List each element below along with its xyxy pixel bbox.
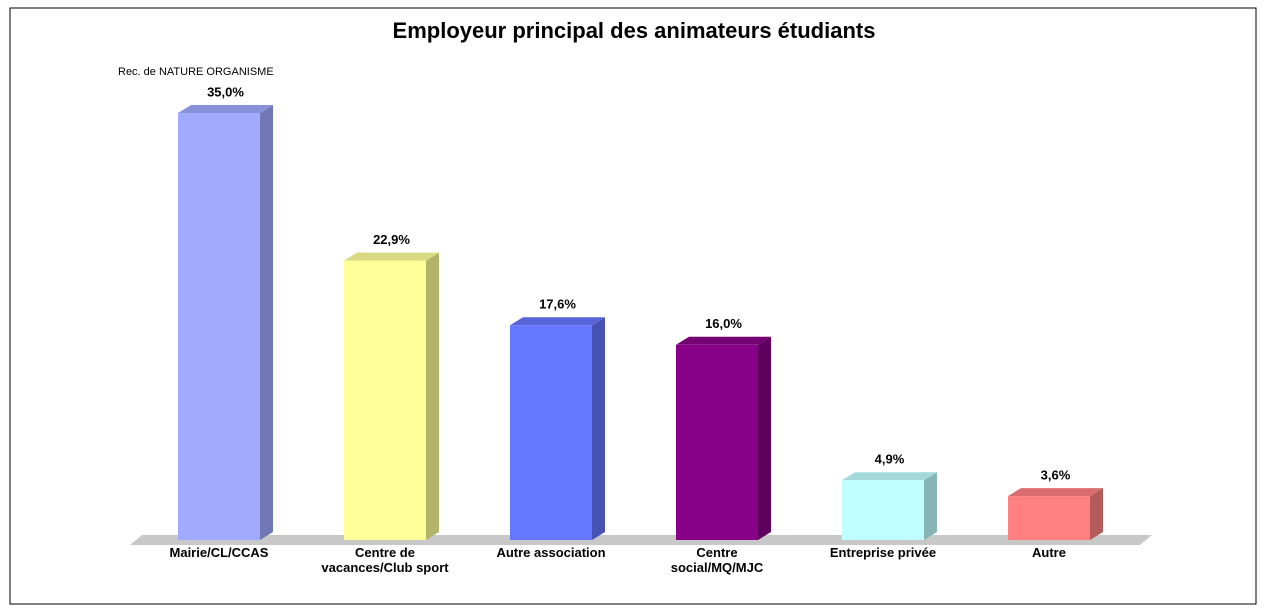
- value-label: 35,0%: [207, 84, 244, 99]
- value-label: 16,0%: [705, 316, 742, 331]
- x-tick-label: Autre: [1032, 545, 1066, 560]
- bar-side: [924, 472, 937, 540]
- chart-title: Employeur principal des animateurs étudi…: [393, 18, 876, 43]
- bar: [344, 252, 439, 540]
- bar-top: [676, 336, 771, 345]
- subtitle: Rec. de NATURE ORGANISME: [118, 66, 274, 78]
- x-tick-label: Mairie/CL/CCAS: [169, 545, 269, 560]
- value-label: 4,9%: [875, 452, 905, 467]
- bar-front: [178, 113, 260, 540]
- bar-side: [592, 317, 605, 540]
- x-tick-label: Entreprise privée: [829, 545, 937, 560]
- bar-side: [758, 336, 771, 540]
- bar-front: [344, 260, 426, 540]
- bar-side: [260, 105, 273, 540]
- bar-top: [178, 105, 273, 113]
- bar: [510, 317, 605, 540]
- bar-front: [676, 344, 758, 540]
- bar: [676, 336, 771, 540]
- floor: [130, 535, 1152, 545]
- bar-top: [1008, 488, 1103, 497]
- value-label: 22,9%: [373, 232, 410, 247]
- bar-top: [344, 252, 439, 261]
- bar: [178, 105, 273, 540]
- bar: [1008, 488, 1103, 540]
- x-tick-label: Centre social/MQ/MJC: [670, 545, 764, 575]
- bar: [842, 472, 937, 540]
- x-tick-label: Autre association: [496, 545, 606, 560]
- bar-front: [1008, 496, 1090, 540]
- x-tick-label: Centre de vacances/Club sport: [321, 545, 449, 575]
- bar-side: [1090, 488, 1103, 540]
- bar-front: [842, 480, 924, 540]
- bar-top: [510, 317, 605, 326]
- value-label: 3,6%: [1041, 468, 1071, 483]
- value-label: 17,6%: [539, 297, 576, 312]
- bar-side: [426, 252, 439, 540]
- bar-front: [510, 325, 592, 540]
- bar-top: [842, 472, 937, 481]
